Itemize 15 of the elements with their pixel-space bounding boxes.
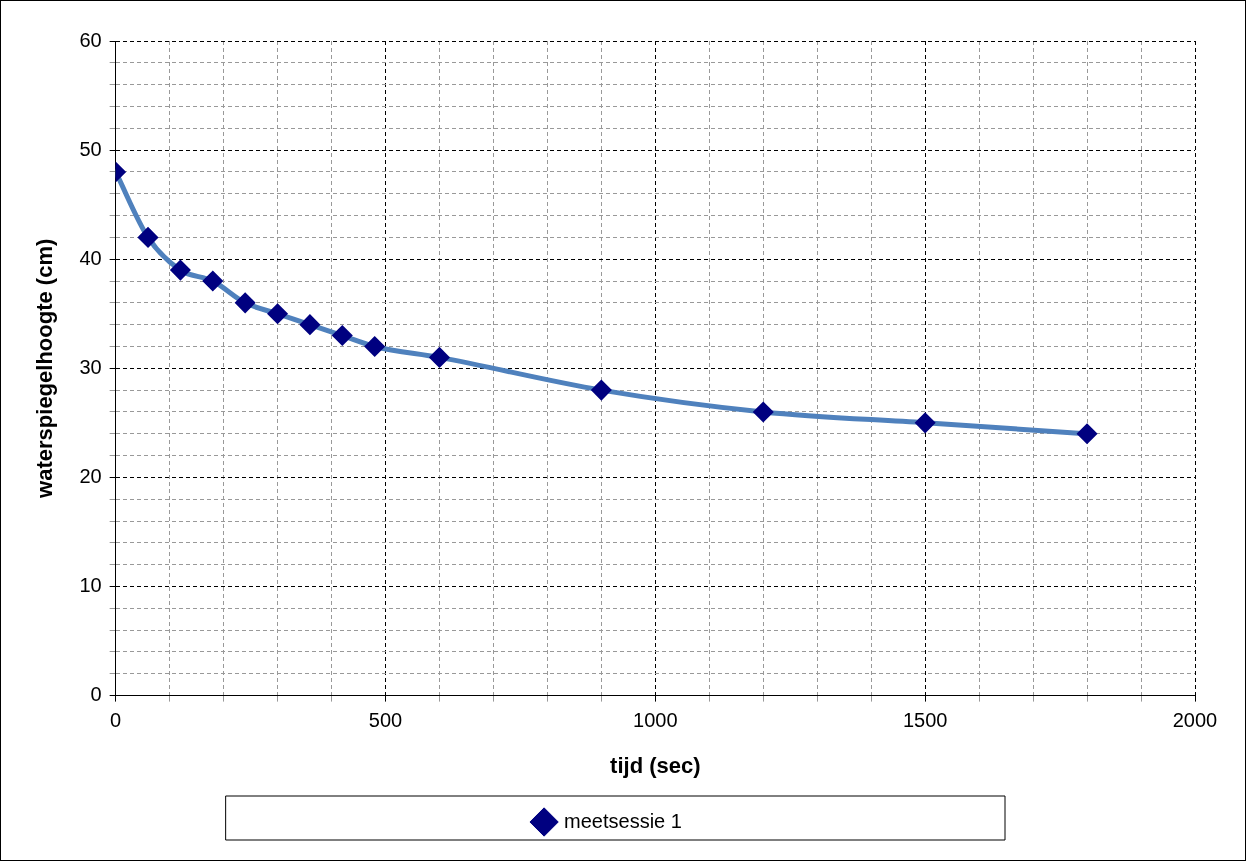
y-tick-label: 30 (79, 355, 102, 378)
x-tick-label: 1500 (902, 709, 948, 732)
x-tick-label: 2000 (1172, 709, 1218, 732)
y-tick-label: 20 (79, 464, 102, 487)
y-tick-label: 40 (79, 246, 102, 269)
x-axis-title: tijd (sec) (610, 752, 701, 778)
legend-label: meetsessie 1 (564, 809, 682, 832)
y-tick-label: 10 (79, 574, 102, 597)
x-tick-label: 500 (368, 709, 403, 732)
y-tick-label: 60 (79, 28, 102, 51)
x-tick-label: 0 (110, 709, 122, 732)
y-tick-label: 0 (90, 683, 102, 706)
y-axis-title: waterspiegelhoogte (cm) (32, 238, 58, 499)
x-tick-label: 1000 (633, 709, 678, 732)
y-tick-label: 50 (79, 137, 102, 160)
